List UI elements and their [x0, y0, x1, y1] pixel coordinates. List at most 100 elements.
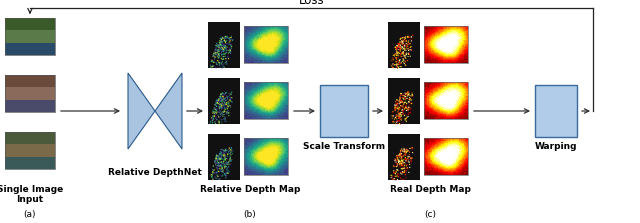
Point — [225, 104, 236, 108]
Point — [403, 150, 413, 153]
Point — [218, 46, 228, 50]
Text: Single Image
Input: Single Image Input — [0, 185, 63, 204]
Point — [392, 162, 403, 165]
Point — [392, 110, 403, 114]
Point — [396, 148, 406, 151]
Point — [395, 97, 405, 101]
Point — [213, 110, 223, 114]
Point — [395, 152, 405, 155]
Point — [400, 96, 410, 100]
Point — [397, 170, 408, 173]
Point — [397, 54, 408, 57]
Point — [218, 42, 228, 45]
Point — [220, 110, 230, 113]
Point — [224, 149, 234, 153]
Point — [402, 113, 412, 117]
Point — [400, 149, 410, 153]
Point — [217, 92, 227, 95]
Point — [401, 106, 411, 109]
Point — [216, 37, 226, 40]
Point — [387, 114, 397, 118]
Point — [211, 157, 221, 161]
Point — [214, 109, 224, 113]
Point — [399, 153, 409, 156]
Point — [401, 94, 412, 98]
Point — [212, 41, 222, 45]
Point — [213, 164, 223, 167]
Bar — [244, 138, 288, 175]
Point — [395, 153, 405, 157]
Point — [215, 152, 225, 156]
Point — [217, 103, 227, 106]
Point — [211, 155, 221, 158]
Point — [221, 98, 232, 102]
Point — [215, 177, 225, 180]
Point — [220, 155, 230, 159]
Point — [404, 45, 415, 49]
Point — [401, 105, 412, 109]
Point — [401, 103, 412, 107]
Point — [214, 55, 225, 59]
Point — [394, 162, 404, 166]
Point — [214, 61, 225, 64]
Point — [216, 53, 227, 57]
Point — [390, 52, 400, 56]
Point — [392, 110, 403, 114]
Point — [399, 161, 410, 164]
Point — [407, 156, 417, 160]
Bar — [388, 22, 420, 68]
Point — [397, 51, 407, 55]
Point — [392, 174, 402, 178]
Point — [227, 101, 237, 104]
Point — [397, 51, 407, 55]
Point — [403, 35, 413, 39]
Point — [218, 37, 228, 40]
Point — [394, 169, 404, 172]
Bar — [424, 26, 468, 63]
Point — [216, 157, 227, 161]
Point — [387, 58, 397, 62]
Point — [218, 57, 228, 61]
Point — [221, 163, 231, 166]
Point — [401, 148, 412, 151]
Point — [401, 117, 411, 120]
Point — [211, 66, 221, 69]
Point — [399, 170, 409, 174]
Point — [392, 48, 402, 51]
Point — [222, 62, 232, 66]
Point — [221, 153, 231, 157]
Point — [214, 40, 225, 44]
Point — [396, 49, 406, 53]
Point — [401, 150, 411, 153]
Point — [220, 46, 230, 50]
Point — [390, 159, 400, 163]
Point — [390, 157, 401, 160]
Point — [399, 47, 410, 51]
Point — [214, 63, 225, 66]
Point — [217, 49, 227, 53]
Point — [214, 156, 224, 159]
Point — [387, 178, 397, 181]
Point — [394, 98, 404, 102]
Point — [396, 151, 406, 155]
Text: (a): (a) — [24, 210, 36, 219]
Point — [394, 115, 404, 118]
Point — [225, 96, 236, 99]
Point — [404, 103, 415, 107]
Point — [218, 111, 228, 114]
Point — [403, 105, 413, 109]
Point — [212, 164, 222, 167]
Point — [207, 59, 217, 62]
Point — [399, 150, 410, 154]
Point — [216, 157, 227, 160]
Point — [218, 151, 228, 155]
Point — [399, 170, 410, 173]
Text: Relative Depth Map: Relative Depth Map — [200, 185, 300, 194]
Point — [396, 148, 406, 152]
Point — [209, 114, 220, 118]
Point — [227, 152, 237, 155]
Point — [408, 93, 418, 97]
Point — [227, 97, 237, 100]
Point — [207, 118, 218, 121]
Point — [210, 48, 220, 52]
